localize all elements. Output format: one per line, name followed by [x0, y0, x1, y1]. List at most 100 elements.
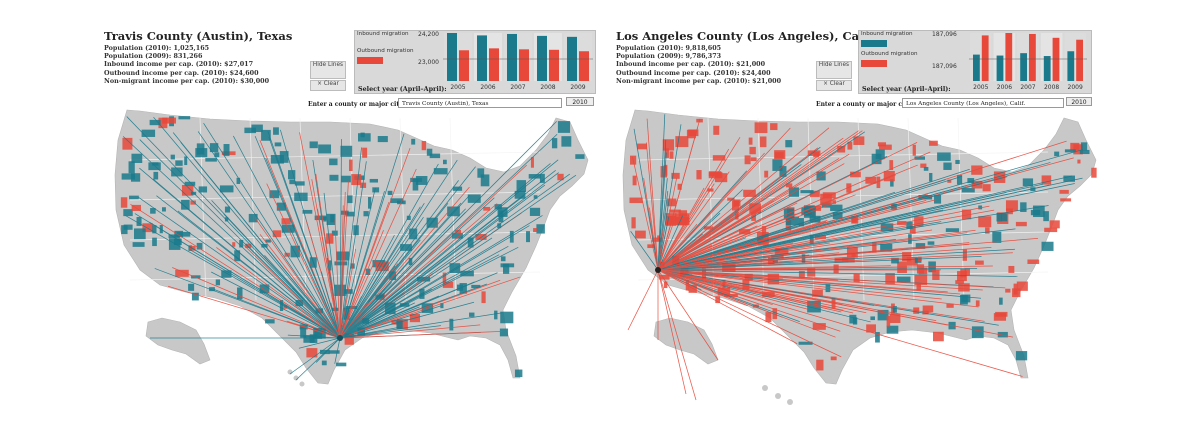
county-patch	[713, 125, 720, 135]
migration-line	[657, 269, 979, 308]
migration-line	[197, 131, 341, 339]
county-patch	[961, 209, 972, 220]
county-patch	[783, 208, 795, 220]
outbound-bar	[489, 48, 499, 81]
migration-line	[321, 271, 341, 339]
county-patch	[288, 170, 296, 180]
legend-outbound-swatch	[861, 60, 887, 67]
county-patch	[153, 171, 159, 180]
county-patch	[533, 228, 537, 233]
migration-line	[315, 173, 341, 339]
migration-line	[125, 215, 341, 339]
county-patch	[529, 207, 541, 216]
county-patch	[629, 197, 643, 204]
county-patch	[259, 284, 270, 294]
county-patch	[896, 276, 911, 283]
migration-line	[339, 246, 519, 339]
county-patch	[467, 194, 481, 203]
migration-line	[138, 196, 341, 339]
migration-line	[339, 248, 357, 339]
county-patch	[536, 224, 545, 234]
migration-line	[657, 194, 856, 271]
migration-line	[339, 197, 495, 339]
county-patch	[724, 294, 738, 298]
migration-line	[334, 219, 341, 339]
county-patch	[499, 328, 509, 337]
migration-bar-chart: 2005 2006 2007 2008 2009	[969, 33, 1087, 91]
county-patch	[631, 217, 636, 229]
county-patch	[344, 333, 354, 345]
county-patch	[834, 257, 849, 263]
county-patch	[1020, 202, 1027, 212]
alaska-landmass	[653, 317, 719, 365]
county-patch	[224, 206, 231, 213]
county-patch	[551, 138, 558, 149]
county-patch	[443, 159, 447, 165]
county-patch	[451, 232, 463, 239]
county-patch	[509, 230, 514, 243]
county-title: Travis County (Austin), Texas	[104, 29, 293, 43]
year-selector[interactable]: 2010	[566, 97, 594, 106]
county-patch	[557, 121, 571, 133]
county-patch	[191, 292, 199, 301]
year-selector[interactable]: 2010	[1066, 97, 1092, 106]
year-tick-label: 2006	[997, 84, 1012, 91]
county-patch	[880, 243, 893, 252]
county-patch	[390, 198, 404, 204]
county-patch	[483, 206, 491, 211]
county-patch	[161, 207, 166, 212]
county-patch	[244, 127, 257, 134]
county-search-input[interactable]: Travis County (Austin), Texas	[398, 98, 562, 108]
hide-lines-button[interactable]: Hide Lines	[310, 61, 346, 79]
county-patch	[273, 127, 279, 135]
migration-line	[657, 265, 891, 271]
migration-line	[657, 215, 683, 271]
county-patch	[659, 274, 670, 280]
county-patch	[1030, 209, 1041, 216]
county-patch	[1063, 175, 1075, 182]
inbound-bar	[1043, 56, 1051, 81]
county-patch	[300, 326, 307, 338]
county-patch	[807, 300, 821, 313]
county-patch	[239, 240, 244, 248]
county-patch	[754, 122, 768, 134]
county-patch	[328, 260, 332, 271]
clear-button[interactable]: × Clear	[310, 80, 346, 91]
migration-line	[657, 269, 1018, 277]
county-patch	[363, 211, 369, 217]
county-patch	[688, 129, 699, 137]
migration-line	[657, 269, 867, 314]
county-search-input[interactable]: Los Angeles County (Los Angeles), Calif.	[902, 98, 1064, 108]
county-patch	[875, 332, 880, 343]
stat-line: Inbound income per cap. (2010): $21,000	[616, 60, 766, 69]
migration-line	[339, 302, 415, 339]
county-patch	[279, 151, 289, 163]
county-patch	[122, 137, 133, 150]
county-patch	[455, 229, 462, 234]
county-patch	[142, 223, 153, 233]
county-patch	[956, 175, 963, 185]
county-patch	[467, 237, 474, 248]
county-patch	[209, 143, 219, 153]
clear-button[interactable]: × Clear	[816, 80, 852, 91]
county-patch	[120, 197, 128, 208]
year-tick-label: 2008	[540, 84, 555, 91]
migration-line	[657, 269, 836, 338]
county-patch	[712, 155, 726, 161]
county-patch	[314, 215, 327, 221]
county-patch	[880, 223, 894, 232]
alaska-landmass	[145, 317, 211, 365]
stat-line: Population (2010): 9,818,605	[616, 44, 722, 52]
stat-line: Population (2010): 1,025,165	[104, 44, 210, 52]
migration-line	[657, 269, 697, 401]
county-patch	[1012, 288, 1021, 298]
migration-line	[657, 137, 844, 271]
state-border-line	[129, 151, 541, 161]
hide-lines-button[interactable]: Hide Lines	[816, 61, 852, 79]
state-border-line	[249, 117, 257, 301]
inbound-bar	[537, 35, 547, 81]
outbound-bar	[549, 49, 559, 81]
county-patch	[503, 263, 510, 274]
migration-line	[657, 147, 819, 271]
county-patch	[663, 281, 668, 289]
